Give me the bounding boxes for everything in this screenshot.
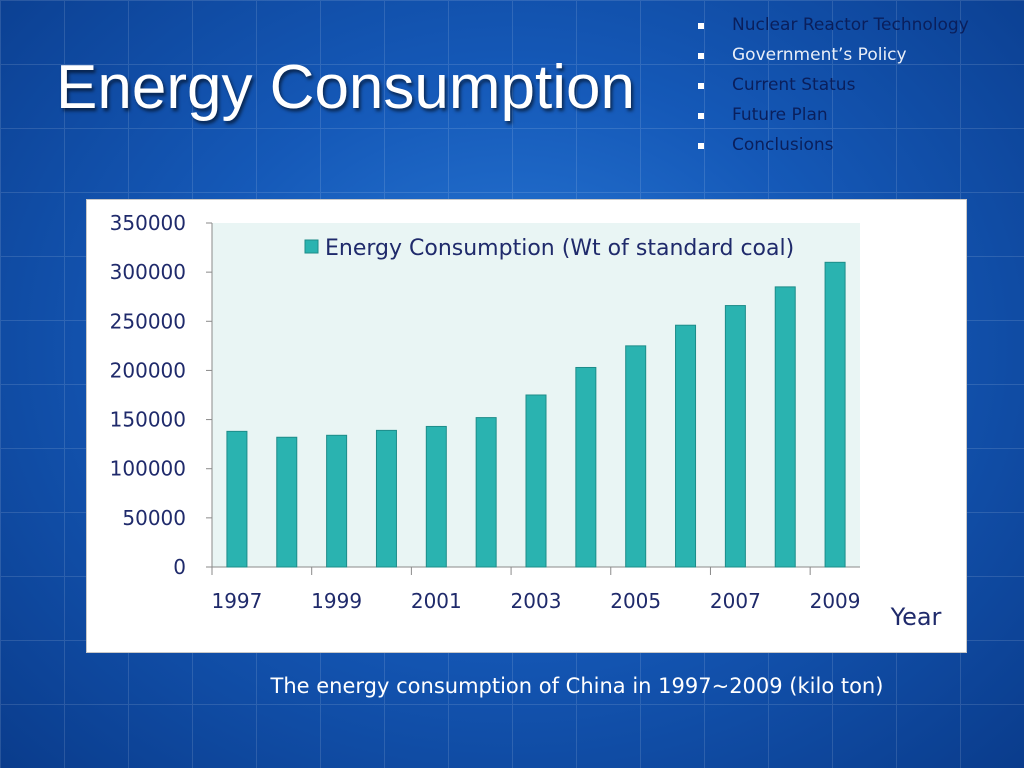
bar — [824, 261, 846, 568]
bar — [625, 345, 647, 568]
bar — [774, 286, 796, 568]
slide-title: Energy Consumption — [56, 53, 635, 122]
x-tick-label: 1997 — [211, 589, 262, 613]
legend-label: Energy Consumption (Wt of standard coal) — [325, 236, 794, 261]
y-tick-label: 50000 — [122, 506, 186, 530]
x-tick-label: 2005 — [610, 589, 661, 613]
legend-swatch — [304, 239, 319, 254]
nav-item[interactable]: Future Plan — [688, 100, 969, 130]
bar — [326, 434, 348, 568]
bar — [475, 417, 497, 568]
x-tick-label: 2003 — [511, 589, 562, 613]
nav-item-label: Current Status — [732, 75, 856, 95]
bar — [575, 366, 597, 568]
x-tick-label: 2001 — [411, 589, 462, 613]
bullet-icon — [698, 23, 704, 29]
section-nav: Nuclear Reactor Technology Government’s P… — [688, 10, 969, 160]
bar — [226, 430, 248, 568]
nav-item-label: Government’s Policy — [732, 45, 907, 65]
bar — [276, 436, 298, 568]
bar-chart: 0 50000 100000 150000 200000 250000 300000 3500… — [110, 211, 942, 631]
x-tick-label: 2007 — [710, 589, 761, 613]
bar — [724, 305, 746, 568]
x-tick-label: 2009 — [810, 589, 861, 613]
bullet-icon — [698, 113, 704, 119]
y-tick-label: 350000 — [110, 211, 186, 235]
x-tick-label: 1999 — [311, 589, 362, 613]
nav-item[interactable]: Current Status — [688, 70, 969, 100]
bullet-icon — [698, 53, 704, 59]
y-tick-label: 250000 — [110, 309, 186, 333]
chart-panel: 0 50000 100000 150000 200000 250000 300000 3500… — [86, 199, 967, 653]
y-tick-label: 300000 — [110, 260, 186, 284]
bar — [525, 394, 547, 568]
nav-item[interactable]: Nuclear Reactor Technology — [688, 10, 969, 40]
bar — [375, 429, 397, 568]
y-tick-label: 0 — [173, 555, 186, 579]
nav-item-label: Future Plan — [732, 105, 828, 125]
x-axis-title: Year — [890, 603, 942, 631]
bullet-icon — [698, 83, 704, 89]
bar — [675, 324, 697, 568]
bar — [425, 425, 447, 568]
chart-caption: The energy consumption of China in 1997~… — [270, 674, 884, 698]
nav-item-label: Nuclear Reactor Technology — [732, 15, 969, 35]
y-tick-label: 150000 — [110, 408, 186, 432]
bullet-icon — [698, 143, 704, 149]
nav-item-label: Conclusions — [732, 135, 834, 155]
nav-item[interactable]: Conclusions — [688, 130, 969, 160]
y-tick-label: 200000 — [110, 358, 186, 382]
y-tick-label: 100000 — [110, 457, 186, 481]
nav-item[interactable]: Government’s Policy — [688, 40, 969, 70]
